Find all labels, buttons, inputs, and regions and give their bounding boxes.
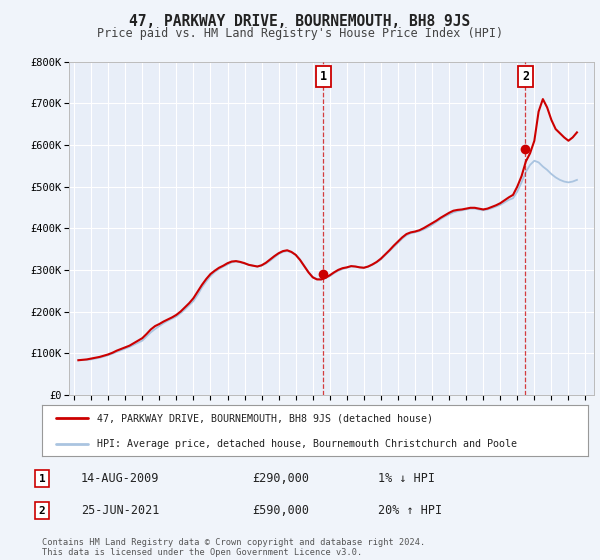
- Text: £290,000: £290,000: [252, 472, 309, 486]
- Text: 20% ↑ HPI: 20% ↑ HPI: [378, 504, 442, 517]
- Text: 2: 2: [38, 506, 46, 516]
- Text: Price paid vs. HM Land Registry's House Price Index (HPI): Price paid vs. HM Land Registry's House …: [97, 27, 503, 40]
- Text: 47, PARKWAY DRIVE, BOURNEMOUTH, BH8 9JS (detached house): 47, PARKWAY DRIVE, BOURNEMOUTH, BH8 9JS …: [97, 413, 433, 423]
- Text: HPI: Average price, detached house, Bournemouth Christchurch and Poole: HPI: Average price, detached house, Bour…: [97, 439, 517, 449]
- Text: 1% ↓ HPI: 1% ↓ HPI: [378, 472, 435, 486]
- Text: 25-JUN-2021: 25-JUN-2021: [81, 504, 160, 517]
- Text: 1: 1: [38, 474, 46, 484]
- Text: 14-AUG-2009: 14-AUG-2009: [81, 472, 160, 486]
- Text: £590,000: £590,000: [252, 504, 309, 517]
- Text: 2: 2: [522, 70, 529, 83]
- Text: Contains HM Land Registry data © Crown copyright and database right 2024.
This d: Contains HM Land Registry data © Crown c…: [42, 538, 425, 557]
- Text: 47, PARKWAY DRIVE, BOURNEMOUTH, BH8 9JS: 47, PARKWAY DRIVE, BOURNEMOUTH, BH8 9JS: [130, 14, 470, 29]
- Text: 1: 1: [320, 70, 327, 83]
